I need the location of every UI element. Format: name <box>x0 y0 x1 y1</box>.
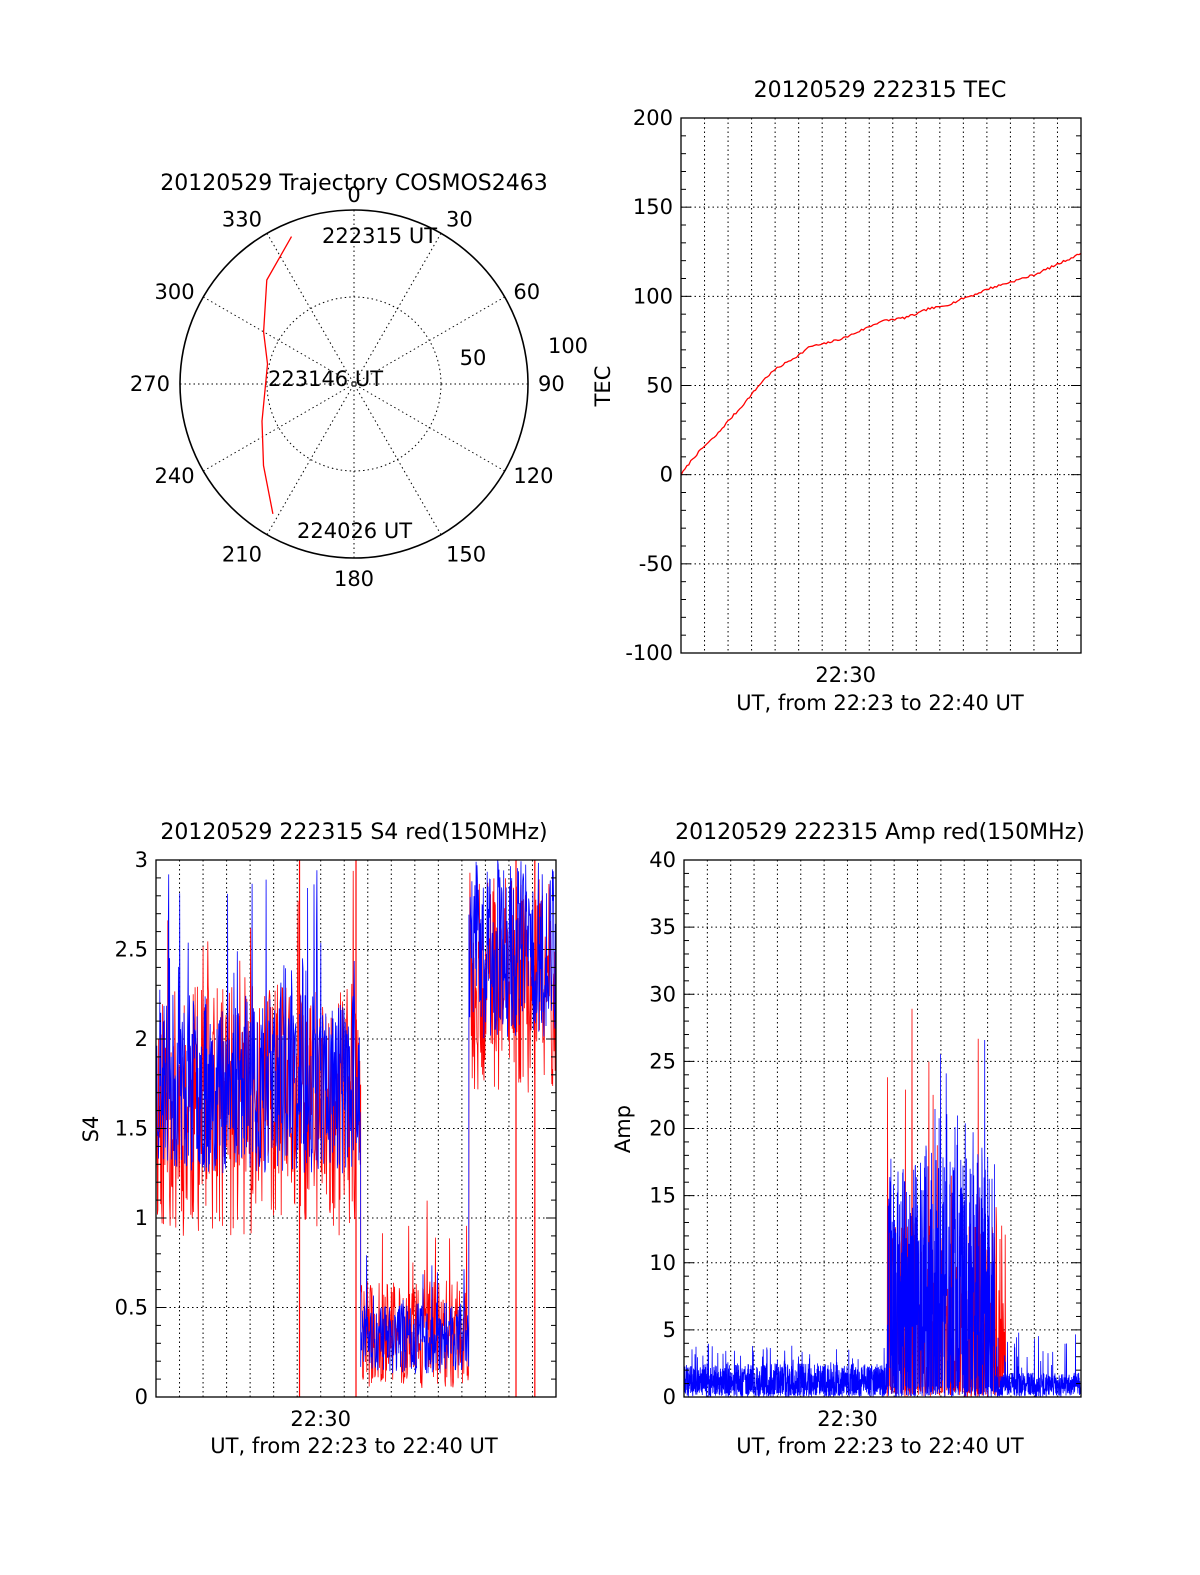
polar-angle-label: 150 <box>446 542 486 566</box>
polar-angle-label: 120 <box>513 464 553 488</box>
ytick-label: 200 <box>633 106 673 130</box>
ytick-label: 20 <box>649 1117 676 1141</box>
ytick-label: 0 <box>663 1385 676 1409</box>
amp-grid <box>684 860 1081 1397</box>
polar-angle-label: 240 <box>155 464 195 488</box>
polar-angle-labels: 0 30 60 90 120 150 180 210 240 270 300 330 <box>130 183 565 591</box>
ytick-label: -50 <box>639 552 673 576</box>
track-start-label: 222315 UT <box>322 224 437 248</box>
s4-series <box>155 860 557 1397</box>
polar-angle-label: 270 <box>130 372 170 396</box>
tec-chart: 20120529 222315 TEC -100-50050100150200 … <box>591 78 1082 715</box>
amp-chart: 20120529 222315 Amp red(150MHz) 0 5 10 15 20… <box>611 820 1085 1458</box>
polar-radius-label-100: 100 <box>548 334 588 358</box>
track-end-label: 224026 UT <box>297 519 412 543</box>
tec-series <box>680 252 1082 476</box>
series-line-blue <box>155 860 557 1374</box>
s4-ylabel: S4 <box>79 1116 103 1143</box>
polar-angle-label: 300 <box>155 280 195 304</box>
tec-grid <box>681 118 1081 653</box>
polar-angle-label: 330 <box>222 208 262 232</box>
s4-xtick-label: 22:30 <box>290 1407 351 1431</box>
amp-ylabel: Amp <box>611 1105 635 1153</box>
polar-angle-label: 210 <box>222 542 262 566</box>
polar-trajectory-chart: 20120529 Trajectory COSMOS2463 0 30 60 90 12… <box>130 171 588 591</box>
ytick-label: 3 <box>135 848 148 872</box>
series-line-blue <box>683 1039 1082 1398</box>
tec-axis-ticks: -100 -50 0 50 100 150 200 <box>625 106 1081 665</box>
ytick-label: 100 <box>633 284 673 308</box>
amp-axis-ticks: 0 5 10 15 20 25 30 35 40 <box>649 848 1081 1409</box>
tec-ylabel: TEC <box>591 366 615 408</box>
s4-chart: 20120529 222315 S4 red(150MHz) 0 0.5 1 1.5 2… <box>79 820 557 1458</box>
polar-outer-circle <box>179 209 529 559</box>
ytick-label: 2.5 <box>115 938 148 962</box>
ytick-label: 1 <box>135 1206 148 1230</box>
amp-title: 20120529 222315 Amp red(150MHz) <box>675 820 1085 845</box>
ytick-label: 10 <box>649 1251 676 1275</box>
tec-line <box>680 252 1082 476</box>
polar-angle-label: 180 <box>334 567 374 591</box>
ytick-label: 40 <box>649 848 676 872</box>
tec-xlabel: UT, from 22:23 to 22:40 UT <box>736 691 1024 715</box>
tec-title: 20120529 222315 TEC <box>754 78 1007 103</box>
polar-trajectory-line <box>261 236 293 515</box>
amp-xtick-label: 22:30 <box>817 1407 878 1431</box>
tec-xtick-label: 22:30 <box>815 663 876 687</box>
ytick-label: 5 <box>663 1318 676 1342</box>
ytick-label: 50 <box>646 374 673 398</box>
ytick-label: 150 <box>633 195 673 219</box>
ytick-label: 30 <box>649 982 676 1006</box>
ytick-label: 0 <box>135 1385 148 1409</box>
s4-title: 20120529 222315 S4 red(150MHz) <box>160 820 547 845</box>
ytick-label: 1.5 <box>115 1117 148 1141</box>
polar-title: 20120529 Trajectory COSMOS2463 <box>160 171 547 196</box>
ytick-label: 0 <box>660 463 673 487</box>
polar-radius-label-50: 50 <box>460 346 487 370</box>
amp-series <box>683 1008 1082 1398</box>
ytick-label: 2 <box>135 1027 148 1051</box>
amp-xlabel: UT, from 22:23 to 22:40 UT <box>736 1434 1024 1458</box>
polar-angle-label: 30 <box>446 208 473 232</box>
ytick-label: -100 <box>625 641 673 665</box>
s4-axis-ticks: 0 0.5 1 1.5 2 2.5 3 <box>115 848 556 1409</box>
ytick-label: 0.5 <box>115 1296 148 1320</box>
polar-grid <box>180 210 528 558</box>
polar-angle-label: 90 <box>538 372 565 396</box>
track-mid-label: 223146 UT <box>268 367 383 391</box>
ytick-label: 35 <box>649 915 676 939</box>
ytick-label: 15 <box>649 1184 676 1208</box>
polar-angle-label: 60 <box>513 280 540 304</box>
polar-angle-label: 0 <box>347 183 360 207</box>
ytick-label: 25 <box>649 1049 676 1073</box>
s4-xlabel: UT, from 22:23 to 22:40 UT <box>210 1434 498 1458</box>
